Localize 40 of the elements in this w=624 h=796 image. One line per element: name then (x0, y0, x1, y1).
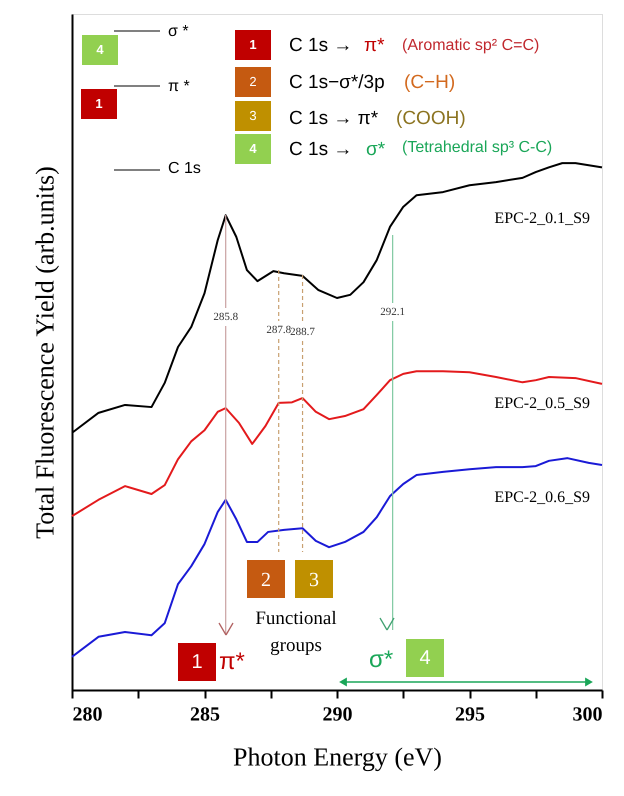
ref-line-label: 287.8 (266, 324, 292, 336)
text: π * (168, 78, 190, 95)
annotation: 1 (191, 651, 203, 673)
text: (Aromatic sp² C=C) (402, 37, 540, 54)
text: σ * (168, 23, 189, 40)
annotation: 2 (261, 569, 271, 591)
text: 3 (249, 108, 257, 123)
ref-line-label: 292.1 (380, 306, 406, 318)
text: 1 (249, 37, 257, 52)
text: (C−H) (404, 72, 456, 93)
text: 2 (249, 74, 257, 89)
text: 1 (95, 96, 103, 111)
text: 4 (249, 141, 258, 156)
series-label: EPC-2_0.5_S9 (494, 395, 590, 412)
x-axis-title: Photon Energy (eV) (233, 742, 442, 772)
x-tick-label: 280 (72, 704, 102, 726)
text: (COOH) (396, 108, 466, 129)
annotation: 4 (419, 647, 431, 669)
annotation: C 1s (168, 160, 201, 177)
ref-line-label: 288.7 (290, 326, 316, 338)
annotation: σ* (369, 646, 394, 673)
text: (Tetrahedral sp³ C-C) (402, 139, 552, 156)
annotation: Functional groups (255, 608, 337, 656)
ref-line-label: 285.8 (213, 311, 239, 323)
x-tick-label: 295 (455, 704, 485, 726)
text: σ* (366, 139, 386, 160)
series-label: EPC-2_0.1_S9 (494, 210, 590, 227)
text: C 1s−σ*/3p (289, 72, 385, 93)
text: 4 (96, 42, 104, 57)
y-axis-title: Total Fluorescence Yield (arb.units) (30, 166, 60, 539)
text: C 1s → (289, 35, 352, 56)
annotation: 3 (309, 569, 319, 591)
x-tick-label: 290 (322, 704, 352, 726)
text: C 1s → π* (289, 108, 379, 129)
text: π* (364, 35, 386, 56)
annotation: π* (219, 648, 245, 675)
x-tick-label: 300 (572, 704, 602, 726)
text: C 1s → (289, 139, 352, 160)
x-tick-label: 285 (190, 704, 220, 726)
series-label: EPC-2_0.6_S9 (494, 489, 590, 506)
